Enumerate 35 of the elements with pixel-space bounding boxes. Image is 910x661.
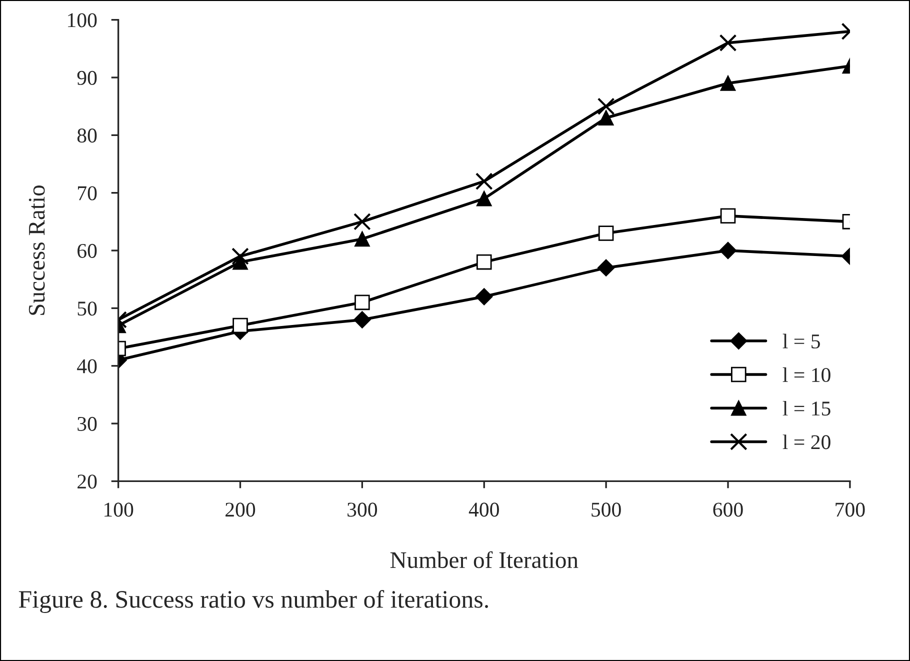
legend-label: l = 20 xyxy=(782,434,830,450)
y-tick-label: 50 xyxy=(78,302,97,316)
legend-label: l = 5 xyxy=(782,334,820,348)
point xyxy=(475,172,493,190)
point xyxy=(476,190,492,206)
y-tick-label: 100 xyxy=(68,13,97,28)
y-tick-label: 30 xyxy=(78,416,97,431)
point xyxy=(354,311,371,328)
y-axis-title: Success Ratio xyxy=(28,186,45,315)
x-tick-label: 400 xyxy=(468,502,499,517)
y-tick-label: 60 xyxy=(78,244,97,258)
y-tick-label: 40 xyxy=(77,359,97,374)
point xyxy=(476,288,493,306)
y-tick-label: 80 xyxy=(77,128,97,143)
caption: Figure 8. Success ratio vs number of iterations. xyxy=(18,590,488,614)
point xyxy=(354,231,370,247)
x-tick-label: 200 xyxy=(226,502,256,517)
point xyxy=(354,294,370,310)
x-tick-label: 100 xyxy=(104,502,134,517)
point xyxy=(597,98,615,116)
legend-label: l = 15 xyxy=(782,400,830,416)
y-tick-label: 20 xyxy=(78,474,97,489)
point xyxy=(598,259,615,276)
point xyxy=(598,226,614,241)
x-tick-label: 500 xyxy=(592,502,621,517)
x-tick-label: 600 xyxy=(713,502,743,517)
y-tick-label: 90 xyxy=(77,70,97,85)
x-tick-label: 300 xyxy=(348,502,378,517)
legend-label: l = 10 xyxy=(782,367,830,382)
y-tick-label: 70 xyxy=(78,186,97,200)
x-tick-label: 700 xyxy=(836,502,865,517)
point xyxy=(476,254,492,270)
x-axis-title: Number of Iteration xyxy=(390,551,578,568)
point xyxy=(598,110,614,126)
point xyxy=(353,213,371,230)
